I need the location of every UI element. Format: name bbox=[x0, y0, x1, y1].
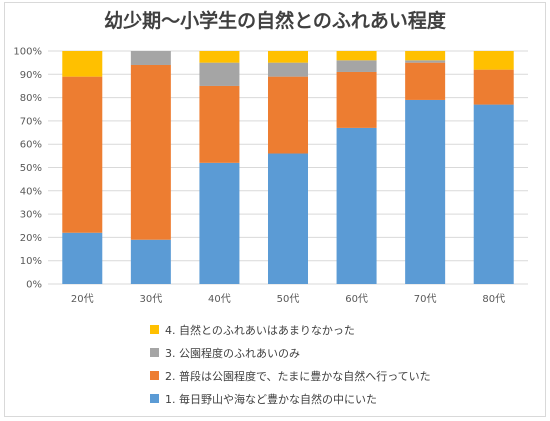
legend-label: 3. 公園程度のふれあいのみ bbox=[165, 346, 300, 360]
bar-segment bbox=[268, 76, 308, 154]
x-tick-label: 70代 bbox=[414, 293, 437, 305]
bar-segment bbox=[473, 69, 514, 105]
bar-segment bbox=[62, 51, 103, 77]
bar-segment bbox=[130, 51, 171, 65]
x-tick-label: 80代 bbox=[482, 293, 505, 305]
legend-item: 2. 普段は公園程度で、たまに豊かな自然へ行っていた bbox=[150, 364, 431, 387]
legend-swatch bbox=[150, 325, 159, 334]
bar-segment bbox=[268, 62, 308, 77]
x-tick-label: 50代 bbox=[277, 293, 300, 305]
legend: 4. 自然とのふれあいはあまりなかった 3. 公園程度のふれあいのみ 2. 普段は公… bbox=[150, 318, 431, 410]
y-tick-label: 80% bbox=[20, 93, 42, 104]
y-tick-label: 40% bbox=[20, 186, 42, 197]
bar-segment bbox=[473, 51, 514, 70]
legend-label: 4. 自然とのふれあいはあまりなかった bbox=[165, 323, 355, 337]
bar-segment bbox=[130, 64, 171, 240]
bar-segment bbox=[199, 162, 240, 284]
x-tick-label: 20代 bbox=[71, 293, 94, 305]
y-tick-label: 30% bbox=[20, 210, 42, 221]
y-tick-label: 90% bbox=[20, 70, 42, 81]
bar-segment bbox=[405, 60, 446, 63]
y-tick-label: 0% bbox=[26, 280, 42, 291]
bar-segment bbox=[62, 76, 103, 233]
bar-segment bbox=[405, 62, 446, 100]
bar-segment bbox=[336, 51, 377, 61]
y-tick-label: 100% bbox=[13, 47, 42, 58]
legend-item: 1. 毎日野山や海など豊かな自然の中にいた bbox=[150, 387, 431, 410]
legend-label: 1. 毎日野山や海など豊かな自然の中にいた bbox=[165, 392, 377, 406]
legend-swatch bbox=[150, 394, 159, 403]
x-tick-label: 30代 bbox=[139, 293, 162, 305]
bar-segment bbox=[130, 239, 171, 284]
bar-segment bbox=[336, 60, 377, 72]
bar-segment bbox=[473, 104, 514, 284]
y-tick-label: 60% bbox=[20, 140, 42, 151]
x-tick-label: 40代 bbox=[208, 293, 231, 305]
bar-segment bbox=[199, 85, 240, 163]
bar-segment bbox=[405, 99, 446, 285]
legend-swatch bbox=[150, 348, 159, 357]
y-tick-label: 10% bbox=[20, 256, 42, 267]
chart-title: 幼少期～小学生の自然とのふれあい程度 bbox=[104, 10, 446, 32]
y-tick-label: 70% bbox=[20, 116, 42, 127]
legend-label: 2. 普段は公園程度で、たまに豊かな自然へ行っていた bbox=[165, 369, 431, 383]
bar-segment bbox=[268, 153, 308, 284]
bar-segment bbox=[199, 51, 240, 63]
bar-segment bbox=[199, 62, 240, 86]
bar-segment bbox=[62, 232, 103, 284]
legend-item: 4. 自然とのふれあいはあまりなかった bbox=[150, 318, 431, 341]
y-tick-label: 20% bbox=[20, 233, 42, 244]
x-tick-label: 60代 bbox=[345, 293, 368, 305]
y-tick-label: 50% bbox=[20, 163, 42, 174]
bar-segment bbox=[336, 71, 377, 128]
bar-segment bbox=[268, 51, 308, 63]
legend-swatch bbox=[150, 371, 159, 380]
bar-segment bbox=[336, 127, 377, 284]
legend-item: 3. 公園程度のふれあいのみ bbox=[150, 341, 431, 364]
bar-segment bbox=[405, 51, 446, 61]
